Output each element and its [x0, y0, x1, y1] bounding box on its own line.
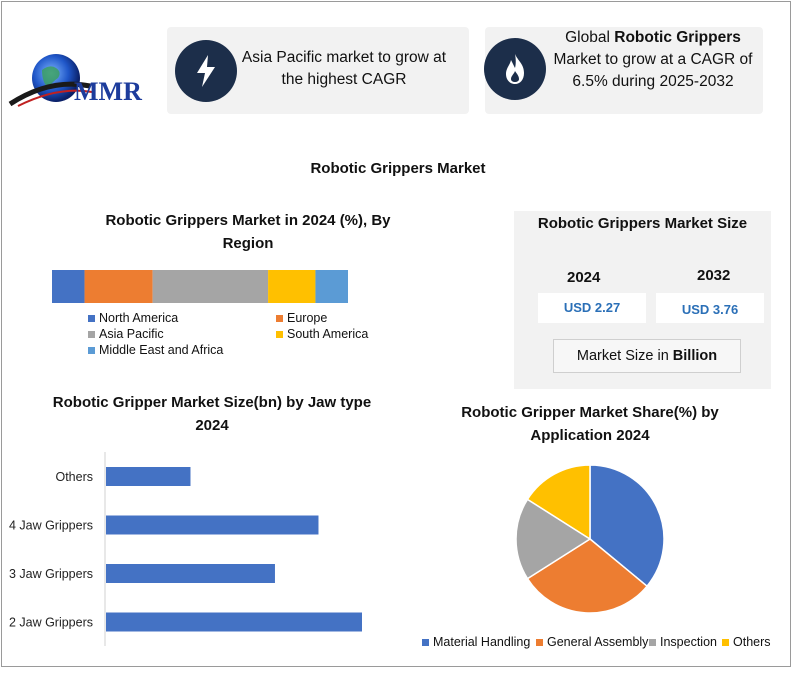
region-segment-asia-pacific — [152, 270, 269, 303]
legend-item: Others — [722, 635, 771, 649]
legend-swatch — [722, 638, 729, 646]
info-card-cagr: Global Robotic Grippers Market to grow a… — [484, 27, 763, 114]
svg-text:MMR: MMR — [74, 77, 142, 106]
legend-label: General Assembly — [547, 635, 649, 649]
jaw-category-label: 2 Jaw Grippers — [9, 616, 93, 630]
pie-slice-inspection — [515, 498, 592, 580]
legend-swatch — [422, 638, 429, 646]
legend-item: South America — [276, 327, 368, 341]
region-segment-south-america — [268, 270, 316, 303]
year-2032: 2032 — [697, 267, 731, 284]
value-2024: USD 2.27 — [538, 293, 646, 323]
jaw-bar — [106, 515, 319, 535]
legend-item: Asia Pacific — [88, 327, 164, 341]
page-title: Robotic Grippers Market — [310, 160, 486, 177]
legend-swatch — [276, 330, 283, 338]
region-segment-middle-east-and-africa — [315, 270, 348, 303]
region-chart-title: Robotic Grippers Market in 2024 (%), By … — [105, 212, 391, 252]
application-pie-chart — [515, 464, 665, 614]
legend-swatch — [536, 638, 543, 646]
legend-label: North America — [99, 311, 179, 325]
legend-item: Inspection — [649, 635, 717, 649]
jaw-chart-title: Robotic Gripper Market Size(bn) by Jaw t… — [52, 394, 372, 434]
info-card-text: Global Robotic Grippers Market to grow a… — [553, 29, 753, 90]
region-segment-europe — [84, 270, 153, 303]
pie-slice-others — [526, 464, 591, 541]
legend-label: South America — [287, 327, 369, 341]
legend-label: Material Handling — [433, 635, 531, 649]
legend-label: Europe — [287, 311, 328, 325]
legend-swatch — [276, 314, 283, 322]
market-size-panel: Robotic Grippers Market Size 2024 2032 U… — [514, 211, 771, 389]
legend-swatch — [649, 638, 656, 646]
legend-swatch — [88, 346, 95, 354]
year-2024: 2024 — [567, 269, 601, 286]
jaw-bar — [106, 612, 362, 632]
mmr-logo: MMR — [8, 48, 158, 116]
legend-label: Middle East and Africa — [99, 343, 224, 357]
flame-icon — [484, 38, 546, 100]
jaw-category-label: Others — [55, 470, 93, 484]
info-card-asia-pacific: Asia Pacific market to grow at the highe… — [167, 27, 469, 114]
jaw-bar-chart: Others 4 Jaw Grippers 3 Jaw Grippers 2 Jaw … — [9, 452, 362, 646]
legend-label: Inspection — [660, 635, 717, 649]
legend-item: Material Handling — [422, 635, 530, 649]
lightning-icon — [175, 40, 237, 102]
pie-chart-title: Robotic Gripper Market Share(%) by Appli… — [461, 404, 719, 444]
info-card-text: Asia Pacific market to grow at the highe… — [241, 49, 447, 88]
globe-logo-icon: MMR — [8, 54, 142, 107]
legend-label: Asia Pacific — [99, 327, 164, 341]
legend-swatch — [88, 314, 95, 322]
value-2032: USD 3.76 — [656, 293, 764, 323]
pie-slice-material-handling — [589, 464, 665, 588]
jaw-bar — [106, 564, 275, 583]
legend-item: General Assembly — [536, 635, 648, 649]
legend-item: Europe — [276, 311, 327, 325]
legend-label: Others — [733, 635, 771, 649]
legend-swatch — [88, 330, 95, 338]
unit-label: Market Size in Billion — [553, 339, 741, 373]
region-stacked-bar — [52, 270, 348, 303]
market-size-title: Robotic Grippers Market Size — [537, 215, 748, 232]
pie-slice-general-assembly — [526, 538, 649, 614]
region-segment-north-america — [52, 270, 85, 303]
legend-item: Middle East and Africa — [88, 343, 223, 357]
jaw-category-label: 3 Jaw Grippers — [9, 567, 93, 581]
jaw-bar — [106, 467, 191, 486]
legend-item: North America — [88, 311, 178, 325]
jaw-category-label: 4 Jaw Grippers — [9, 519, 93, 533]
